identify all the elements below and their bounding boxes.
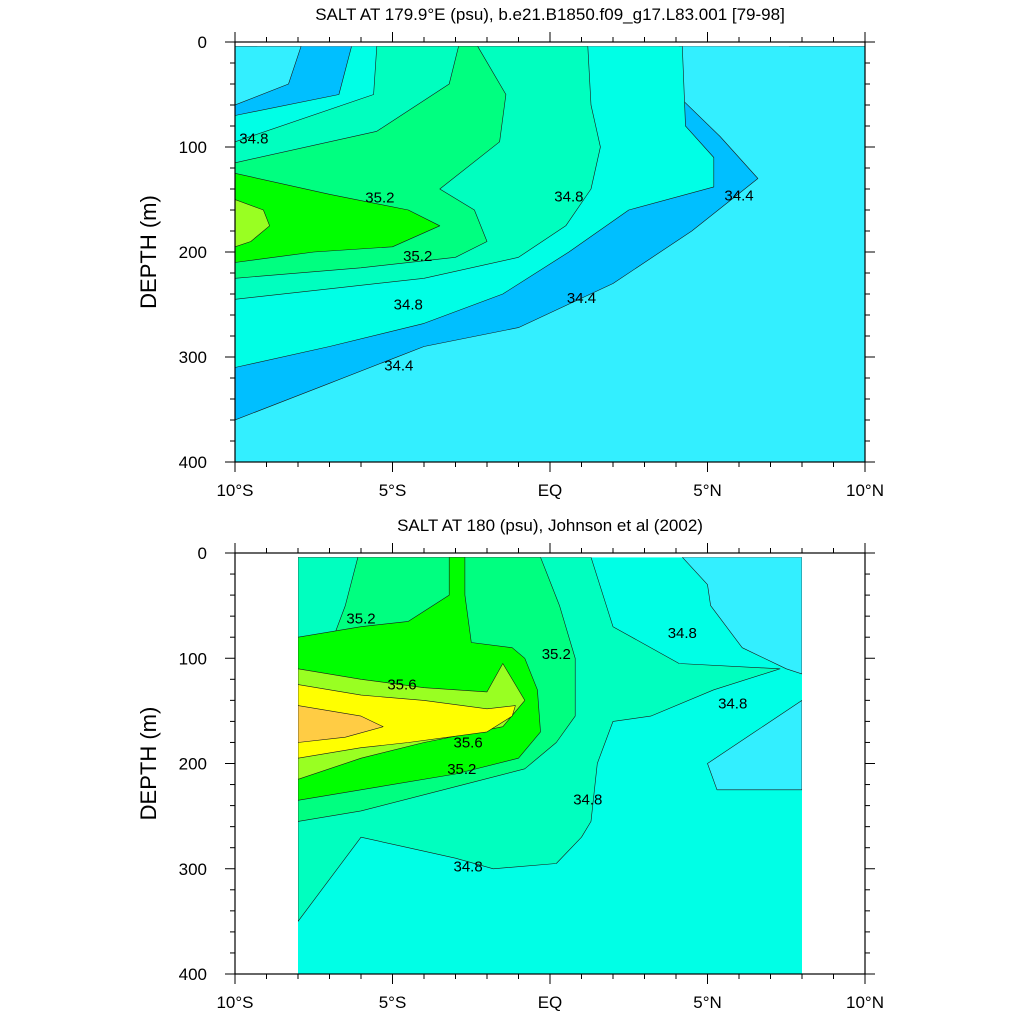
x-tick-label: 5°S bbox=[379, 481, 407, 500]
x-tick-label: EQ bbox=[538, 481, 563, 500]
contour-label: 35.2 bbox=[447, 761, 476, 778]
x-tick-label: 10°S bbox=[216, 993, 253, 1012]
contour-fills bbox=[235, 46, 865, 462]
contour-label: 35.2 bbox=[403, 248, 432, 265]
contour-label: 34.4 bbox=[567, 290, 596, 307]
y-tick-label: 100 bbox=[179, 649, 207, 668]
x-tick-label: 10°N bbox=[846, 481, 884, 500]
y-tick-label: 100 bbox=[179, 138, 207, 157]
y-tick-label: 0 bbox=[198, 33, 207, 52]
contour-label: 34.8 bbox=[394, 297, 423, 314]
y-axis-label: DEPTH (m) bbox=[136, 707, 161, 821]
panel-model: SALT AT 179.9°E (psu), b.e21.B1850.f09_g… bbox=[136, 5, 884, 500]
contour-label: 34.4 bbox=[384, 357, 413, 374]
y-tick-label: 300 bbox=[179, 860, 207, 879]
contour-label: 34.8 bbox=[554, 188, 583, 205]
x-tick-label: 5°S bbox=[379, 993, 407, 1012]
y-tick-label: 300 bbox=[179, 348, 207, 367]
y-tick-label: 400 bbox=[179, 965, 207, 984]
contour-label: 35.2 bbox=[346, 610, 375, 627]
chart-title: SALT AT 180 (psu), Johnson et al (2002) bbox=[397, 516, 703, 535]
contour-label: 34.8 bbox=[573, 791, 602, 808]
contour-label: 34.8 bbox=[718, 696, 747, 713]
chart-title: SALT AT 179.9°E (psu), b.e21.B1850.f09_g… bbox=[315, 5, 785, 24]
y-axis-label: DEPTH (m) bbox=[136, 195, 161, 309]
y-tick-label: 0 bbox=[198, 544, 207, 563]
contour-label: 35.2 bbox=[365, 189, 394, 206]
contour-label: 35.2 bbox=[542, 646, 571, 663]
contour-region-35-9 bbox=[298, 705, 384, 743]
x-tick-label: EQ bbox=[538, 993, 563, 1012]
contour-region-34-5 bbox=[707, 700, 802, 791]
x-tick-label: 5°N bbox=[693, 993, 722, 1012]
y-tick-label: 200 bbox=[179, 243, 207, 262]
contour-fills bbox=[298, 557, 802, 974]
contour-label: 34.8 bbox=[453, 859, 482, 876]
contour-label: 35.6 bbox=[453, 734, 482, 751]
contour-region-35-7 bbox=[298, 684, 516, 759]
contour-label: 34.4 bbox=[724, 187, 753, 204]
contour-region-34-5 bbox=[682, 557, 802, 675]
contour-region-34-5 bbox=[235, 46, 865, 462]
x-tick-label: 10°N bbox=[846, 993, 884, 1012]
contour-region-35-5 bbox=[235, 199, 270, 248]
y-tick-label: 400 bbox=[179, 453, 207, 472]
contour-label: 34.8 bbox=[668, 625, 697, 642]
x-tick-label: 5°N bbox=[693, 481, 722, 500]
contour-label: 34.8 bbox=[239, 131, 268, 148]
y-tick-label: 200 bbox=[179, 755, 207, 774]
panel-observations: SALT AT 180 (psu), Johnson et al (2002) 3… bbox=[136, 516, 884, 1012]
x-tick-label: 10°S bbox=[216, 481, 253, 500]
contour-label: 35.6 bbox=[387, 677, 416, 694]
contour-region-35-3 bbox=[235, 173, 441, 263]
